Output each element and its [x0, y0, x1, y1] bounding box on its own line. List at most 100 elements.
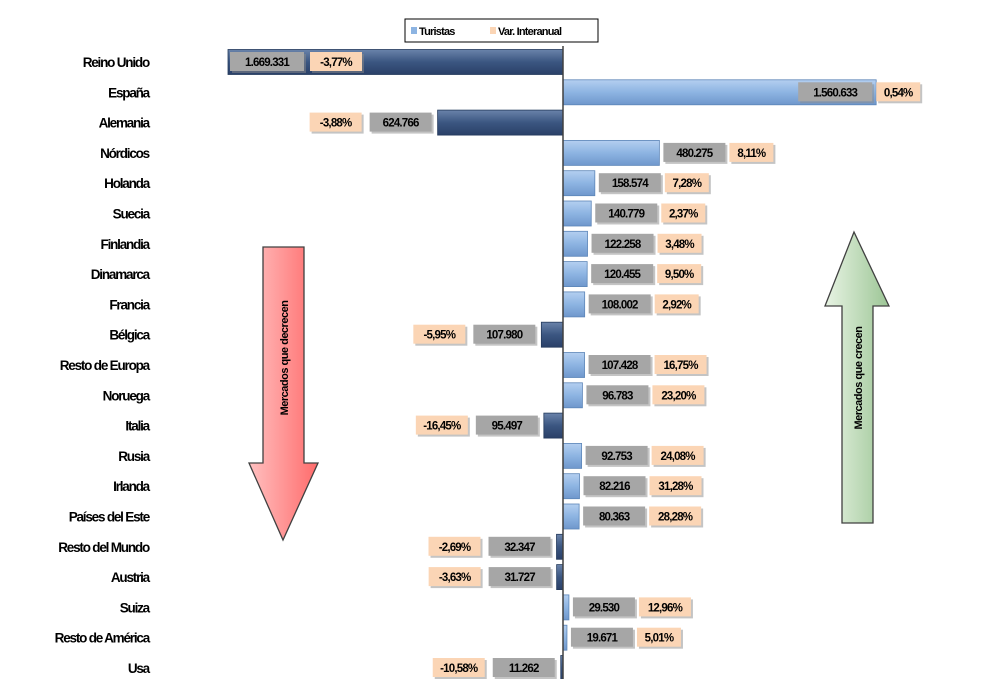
pct-label-bg	[309, 112, 362, 132]
pct-label-text: 12,96%	[648, 602, 683, 614]
pct-label-text: 16,75%	[663, 360, 698, 372]
value-label: 122.258	[591, 233, 656, 255]
pct-label: -3,88%	[309, 112, 364, 134]
pct-label-text: -2,69%	[439, 542, 471, 554]
pct-label-bg	[636, 627, 681, 647]
pct-label-text: 2,37%	[669, 209, 698, 221]
value-label: 624.766	[369, 112, 434, 134]
bar	[562, 442, 583, 469]
pct-label: -5,95%	[413, 324, 468, 346]
pct-label-bg	[664, 173, 709, 193]
pct-label-bg	[649, 476, 702, 496]
arrow-down-label: Mercados que decrecen	[279, 300, 291, 416]
value-label: 1.560.633	[798, 82, 875, 104]
bar	[562, 594, 570, 621]
bar	[562, 473, 580, 500]
value-label-bg	[588, 294, 651, 314]
value-label-text: 29.530	[589, 602, 620, 614]
category-label: Resto de Europa	[60, 358, 151, 373]
bar	[562, 382, 583, 409]
value-label: 108.002	[588, 294, 653, 316]
value-label-text: 1.560.633	[813, 87, 857, 99]
category-label: España	[108, 85, 151, 100]
category-label: Alemania	[99, 116, 151, 131]
value-label: 120.455	[591, 264, 656, 286]
value-label: 29.530	[572, 597, 637, 619]
category-label: Holanda	[104, 176, 151, 191]
bar	[437, 109, 564, 136]
value-label-text: 95.497	[492, 421, 523, 433]
value-label: 1.669.331	[230, 52, 306, 73]
pct-label: 28,28%	[649, 506, 704, 528]
pct-label-bg	[432, 658, 485, 677]
bar	[562, 261, 588, 288]
value-label-bg	[598, 173, 661, 193]
category-label: Suiza	[120, 600, 151, 615]
pct-label: 23,20%	[652, 385, 707, 407]
pct-label: -16,45%	[415, 415, 470, 437]
category-label: Resto de América	[55, 631, 151, 646]
pct-label: 8,11%	[729, 142, 776, 164]
value-label-text: 624.766	[383, 118, 419, 130]
pct-label-bg	[657, 264, 702, 284]
value-label: 107.980	[473, 324, 538, 346]
pct-label-bg	[654, 294, 699, 314]
bar	[562, 170, 596, 197]
bar	[562, 291, 586, 318]
category-label: Rusia	[118, 449, 150, 464]
category-label: Austria	[111, 570, 151, 585]
value-label-bg	[585, 445, 648, 465]
pct-label: 7,28%	[664, 173, 711, 195]
pct-label: -10,58%	[432, 658, 487, 679]
pct-label-text: 8,11%	[737, 148, 766, 160]
category-label: Francia	[109, 297, 150, 312]
value-label-bg	[583, 506, 646, 526]
pct-label-bg	[413, 324, 466, 344]
pct-label-bg	[652, 385, 705, 405]
value-label-bg	[488, 536, 551, 556]
value-label-text: 19.671	[587, 633, 619, 645]
value-label-bg	[595, 203, 658, 223]
pct-label-text: 2,92%	[662, 299, 691, 311]
pct-label-text: 23,20%	[661, 390, 696, 402]
value-label-text: 120.455	[604, 269, 641, 281]
value-label-bg	[570, 627, 633, 647]
pct-label-bg	[876, 82, 921, 102]
category-label: Nórdicos	[100, 146, 150, 161]
pct-label-text: 24,08%	[661, 451, 696, 463]
category-label: Finlandia	[101, 237, 151, 252]
legend-box	[404, 18, 599, 43]
value-label: 92.753	[585, 445, 650, 467]
category-label: Resto del Mundo	[58, 540, 150, 555]
pct-label-bg	[428, 567, 481, 587]
category-label: Noruega	[103, 388, 151, 403]
pct-label-text: 3,48%	[665, 239, 694, 251]
value-label-bg	[230, 52, 304, 71]
value-label-bg	[572, 597, 635, 617]
bar	[562, 352, 585, 378]
pct-label-bg	[649, 506, 702, 526]
bar	[556, 564, 564, 590]
value-label-text: 96.783	[602, 390, 633, 402]
value-label-text: 11.262	[509, 663, 539, 675]
value-label-text: 107.428	[602, 360, 639, 372]
pct-label: -3,77%	[310, 52, 364, 73]
value-label-bg	[591, 264, 654, 284]
legend-swatch-turistas	[411, 27, 417, 34]
value-label-bg	[586, 385, 649, 405]
value-label-bg	[488, 567, 551, 587]
category-label: Suecia	[113, 207, 151, 222]
category-label: Dinamarca	[91, 267, 151, 282]
value-label: 96.783	[586, 385, 651, 407]
category-label: Reino Unido	[83, 55, 150, 70]
value-label-bg	[588, 355, 651, 374]
value-label: 80.363	[583, 506, 648, 528]
pct-label-bg	[661, 203, 706, 223]
pct-label-text: -16,45%	[423, 421, 461, 433]
category-label: Países del Este	[69, 510, 151, 525]
pct-label-text: -3,77%	[320, 57, 352, 69]
pct-label: 24,08%	[651, 445, 706, 467]
pct-label-bg	[651, 445, 704, 465]
value-label-bg	[591, 233, 654, 253]
legend-swatch-var	[490, 27, 496, 34]
